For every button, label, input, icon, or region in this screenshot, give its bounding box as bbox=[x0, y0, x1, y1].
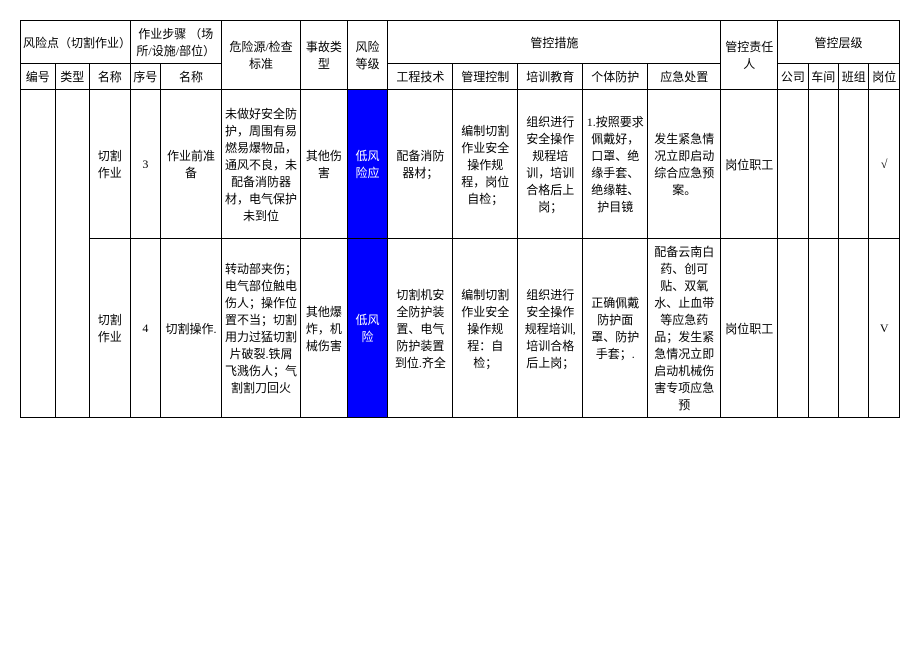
cell-number bbox=[21, 90, 56, 418]
header-position: 岗位 bbox=[869, 64, 900, 90]
cell-management: 编制切割作业安全操作规程，岗位自检； bbox=[453, 90, 518, 239]
cell-person: 岗位职工 bbox=[721, 90, 778, 239]
risk-assessment-table: 风险点（切割作业） 作业步骤 （场所/设施/部位） 危险源/检查标准 事故类型 … bbox=[20, 20, 900, 418]
cell-hazard: 转动部夹伤；电气部位触电伤人；操作位置不当；切割用力过猛切割片破裂.铁屑飞溅伤人… bbox=[221, 239, 300, 418]
header-risk-point: 风险点（切割作业） bbox=[21, 21, 131, 64]
header-workshop: 车间 bbox=[808, 64, 838, 90]
cell-workshop bbox=[808, 90, 838, 239]
header-risk-level: 风险等级 bbox=[347, 21, 388, 90]
cell-type bbox=[55, 90, 90, 418]
cell-management: 编制切割作业安全操作规程：自检； bbox=[453, 239, 518, 418]
header-row-1: 风险点（切割作业） 作业步骤 （场所/设施/部位） 危险源/检查标准 事故类型 … bbox=[21, 21, 900, 64]
cell-engineering: 切割机安全防护装置、电气防护装置到位.齐全 bbox=[388, 239, 453, 418]
header-emergency: 应急处置 bbox=[648, 64, 721, 90]
header-name: 名称 bbox=[90, 64, 131, 90]
cell-emergency: 发生紧急情况立即启动综合应急预案。 bbox=[648, 90, 721, 239]
header-step-name: 名称 bbox=[161, 64, 222, 90]
header-engineering: 工程技术 bbox=[388, 64, 453, 90]
header-type: 类型 bbox=[55, 64, 90, 90]
cell-engineering: 配备消防器材； bbox=[388, 90, 453, 239]
cell-position: V bbox=[869, 239, 900, 418]
cell-ppe: 正确佩戴防护面罩、防护手套；. bbox=[583, 239, 648, 418]
header-ppe: 个体防护 bbox=[583, 64, 648, 90]
cell-person: 岗位职工 bbox=[721, 239, 778, 418]
cell-risk-level: 低风险 bbox=[347, 239, 388, 418]
cell-training: 组织进行安全操作规程培训，培训合格后上岗； bbox=[518, 90, 583, 239]
table-row: 切割作业 4 切割操作. 转动部夹伤；电气部位触电伤人；操作位置不当；切割用力过… bbox=[21, 239, 900, 418]
header-management: 管理控制 bbox=[453, 64, 518, 90]
cell-accident: 其他爆炸，机械伤害 bbox=[301, 239, 348, 418]
cell-step-name: 切割操作. bbox=[161, 239, 222, 418]
cell-step-name: 作业前准备 bbox=[161, 90, 222, 239]
cell-workshop bbox=[808, 239, 838, 418]
header-work-steps: 作业步骤 （场所/设施/部位） bbox=[130, 21, 221, 64]
cell-position: √ bbox=[869, 90, 900, 239]
header-control-person: 管控责任人 bbox=[721, 21, 778, 90]
header-number: 编号 bbox=[21, 64, 56, 90]
header-company: 公司 bbox=[778, 64, 808, 90]
header-control-level: 管控层级 bbox=[778, 21, 900, 64]
cell-risk-level: 低风险应 bbox=[347, 90, 388, 239]
cell-accident: 其他伤害 bbox=[301, 90, 348, 239]
cell-team bbox=[838, 90, 868, 239]
header-team: 班组 bbox=[838, 64, 868, 90]
header-control-measures: 管控措施 bbox=[388, 21, 721, 64]
cell-seq: 4 bbox=[130, 239, 160, 418]
table-row: 切割作业 3 作业前准备 未做好安全防护，周围有易燃易爆物品，通风不良，未配备消… bbox=[21, 90, 900, 239]
cell-training: 组织进行安全操作规程培训,培训合格后上岗； bbox=[518, 239, 583, 418]
cell-name: 切割作业 bbox=[90, 239, 131, 418]
header-seq: 序号 bbox=[130, 64, 160, 90]
header-training: 培训教育 bbox=[518, 64, 583, 90]
cell-seq: 3 bbox=[130, 90, 160, 239]
cell-name: 切割作业 bbox=[90, 90, 131, 239]
cell-team bbox=[838, 239, 868, 418]
cell-ppe: 1.按照要求佩戴好，口罩、绝缘手套、绝缘鞋、护目镜 bbox=[583, 90, 648, 239]
cell-company bbox=[778, 90, 808, 239]
cell-hazard: 未做好安全防护，周围有易燃易爆物品，通风不良，未配备消防器材，电气保护未到位 bbox=[221, 90, 300, 239]
header-accident-type: 事故类型 bbox=[301, 21, 348, 90]
cell-company bbox=[778, 239, 808, 418]
header-hazard-source: 危险源/检查标准 bbox=[221, 21, 300, 90]
cell-emergency: 配备云南白药、创可贴、双氧水、止血带等应急药品；发生紧急情况立即启动机械伤害专项… bbox=[648, 239, 721, 418]
